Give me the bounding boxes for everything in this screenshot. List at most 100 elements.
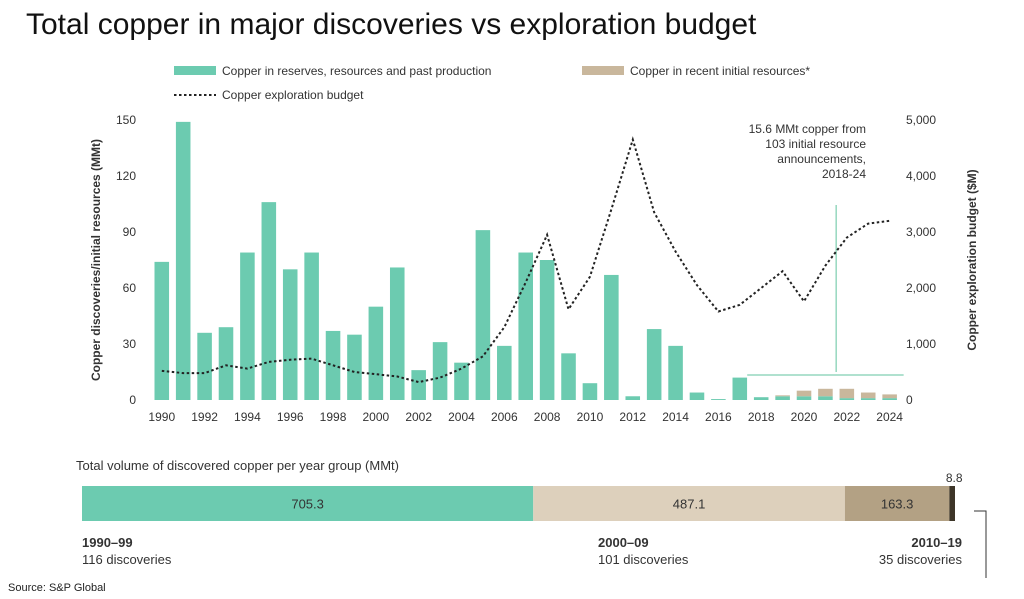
y2-tick-label: 3,000 <box>906 225 936 239</box>
bar-reserves-2008 <box>539 260 555 400</box>
bar-reserves-2001 <box>389 267 405 400</box>
y-tick-label: 150 <box>116 113 136 127</box>
stacked-bar-title: Total volume of discovered copper per ye… <box>76 458 399 473</box>
x-tick-label: 2020 <box>791 410 818 424</box>
legend-label-budget: Copper exploration budget <box>222 88 364 102</box>
x-tick-label: 2022 <box>833 410 860 424</box>
y2-axis-title: Copper exploration budget ($M) <box>965 169 979 350</box>
x-tick-label: 1996 <box>277 410 304 424</box>
y-tick-label: 90 <box>123 225 137 239</box>
x-tick-label: 2002 <box>405 410 432 424</box>
annotation-text: announcements, <box>777 152 866 166</box>
group-period-label: 2010–19 <box>911 535 962 550</box>
bar-reserves-1997 <box>304 252 319 400</box>
legend-swatch-initial <box>582 66 624 75</box>
discoveries-chart: Copper in reserves, resources and past p… <box>89 64 979 424</box>
x-tick-label: 2024 <box>876 410 903 424</box>
bar-reserves-2010 <box>582 383 598 400</box>
group-discoveries-label: 101 discoveries <box>598 552 689 567</box>
bar-reserves-2012 <box>625 396 641 400</box>
legend-label-reserves: Copper in reserves, resources and past p… <box>222 64 491 78</box>
stack-value-label: 8.8 <box>946 471 963 485</box>
y2-tick-label: 2,000 <box>906 281 936 295</box>
bar-reserves-2002 <box>411 370 426 400</box>
bar-reserves-1999 <box>347 334 362 400</box>
x-tick-label: 2010 <box>577 410 604 424</box>
bar-reserves-2004 <box>454 362 469 400</box>
stack-value-label: 163.3 <box>881 497 914 512</box>
y2-tick-label: 5,000 <box>906 113 936 127</box>
y2-tick-label: 0 <box>906 393 913 407</box>
annotation-text: 103 initial resource <box>765 137 866 151</box>
bar-reserves-2011 <box>604 274 619 400</box>
bar-reserves-2000 <box>368 306 384 400</box>
bar-reserves-2005 <box>475 230 491 400</box>
legend-label-initial: Copper in recent initial resources* <box>630 64 810 78</box>
x-tick-label: 2004 <box>448 410 475 424</box>
bar-reserves-1994 <box>240 252 255 400</box>
bar-reserves-2014 <box>668 345 683 400</box>
bar-reserves-1991 <box>175 121 191 400</box>
x-tick-label: 1990 <box>148 410 175 424</box>
x-tick-label: 2012 <box>619 410 646 424</box>
group-period-label: 1990–99 <box>82 535 133 550</box>
group-discoveries-label: 35 discoveries <box>879 552 963 567</box>
source-note: Source: S&P Global <box>8 582 106 594</box>
bar-reserves-1992 <box>197 332 212 400</box>
bar-initial-2024 <box>882 394 897 399</box>
bar-reserves-1990 <box>154 261 170 400</box>
stack-value-label: 705.3 <box>291 497 324 512</box>
y-tick-label: 120 <box>116 169 136 183</box>
bar-reserves-2007 <box>518 252 533 400</box>
bar-initial-2021 <box>818 388 833 397</box>
annotation-text: 15.6 MMt copper from <box>749 122 866 136</box>
y-tick-label: 60 <box>123 281 137 295</box>
bar-reserves-2016 <box>711 399 726 400</box>
x-tick-label: 2000 <box>363 410 390 424</box>
x-tick-label: 1992 <box>191 410 218 424</box>
y2-tick-label: 1,000 <box>906 337 936 351</box>
bar-reserves-1996 <box>282 269 298 400</box>
stack-value-label: 487.1 <box>673 497 706 512</box>
group-discoveries-label: 116 discoveries <box>82 552 172 567</box>
x-tick-label: 2006 <box>491 410 518 424</box>
bar-reserves-2017 <box>732 377 748 400</box>
group-period-label: 2000–09 <box>598 535 649 550</box>
bar-initial-2020 <box>796 390 812 397</box>
bar-reserves-2015 <box>689 392 705 400</box>
page-title: Total copper in major discoveries vs exp… <box>26 8 757 41</box>
stack-segment-0 <box>82 486 534 521</box>
x-tick-label: 1994 <box>234 410 261 424</box>
bar-reserves-1993 <box>218 327 234 400</box>
bar-reserves-2009 <box>561 353 576 400</box>
bar-reserves-2022 <box>839 398 855 400</box>
x-tick-label: 2014 <box>662 410 689 424</box>
stack-segment-2 <box>844 486 950 521</box>
x-tick-label: 1998 <box>320 410 347 424</box>
bar-initial-2022 <box>839 388 855 399</box>
bar-reserves-1995 <box>261 202 277 400</box>
x-tick-label: 2008 <box>534 410 561 424</box>
bar-initial-2023 <box>860 392 876 399</box>
bar-reserves-2019 <box>775 396 790 400</box>
legend-swatch-reserves <box>174 66 216 75</box>
bar-reserves-2013 <box>646 329 662 400</box>
y2-tick-label: 4,000 <box>906 169 936 183</box>
bar-reserves-2006 <box>497 345 512 400</box>
stack-segment-1 <box>533 486 845 521</box>
x-tick-label: 2018 <box>748 410 775 424</box>
volume-stacked-bar: Total volume of discovered copper per ye… <box>76 458 987 578</box>
y-axis-title: Copper discoveries/initial resources (MM… <box>89 139 103 381</box>
bar-reserves-2021 <box>818 396 833 400</box>
y-tick-label: 30 <box>123 337 137 351</box>
stack-segment-3 <box>949 486 955 521</box>
stack-bracket <box>974 510 987 578</box>
bar-reserves-2020 <box>796 396 812 400</box>
bar-reserves-2018 <box>753 397 769 400</box>
y-tick-label: 0 <box>129 393 136 407</box>
bar-reserves-2003 <box>432 342 448 400</box>
annotation-text: 2018-24 <box>822 167 866 181</box>
x-tick-label: 2016 <box>705 410 732 424</box>
bar-reserves-2023 <box>860 398 876 400</box>
bar-reserves-2024 <box>882 398 897 400</box>
